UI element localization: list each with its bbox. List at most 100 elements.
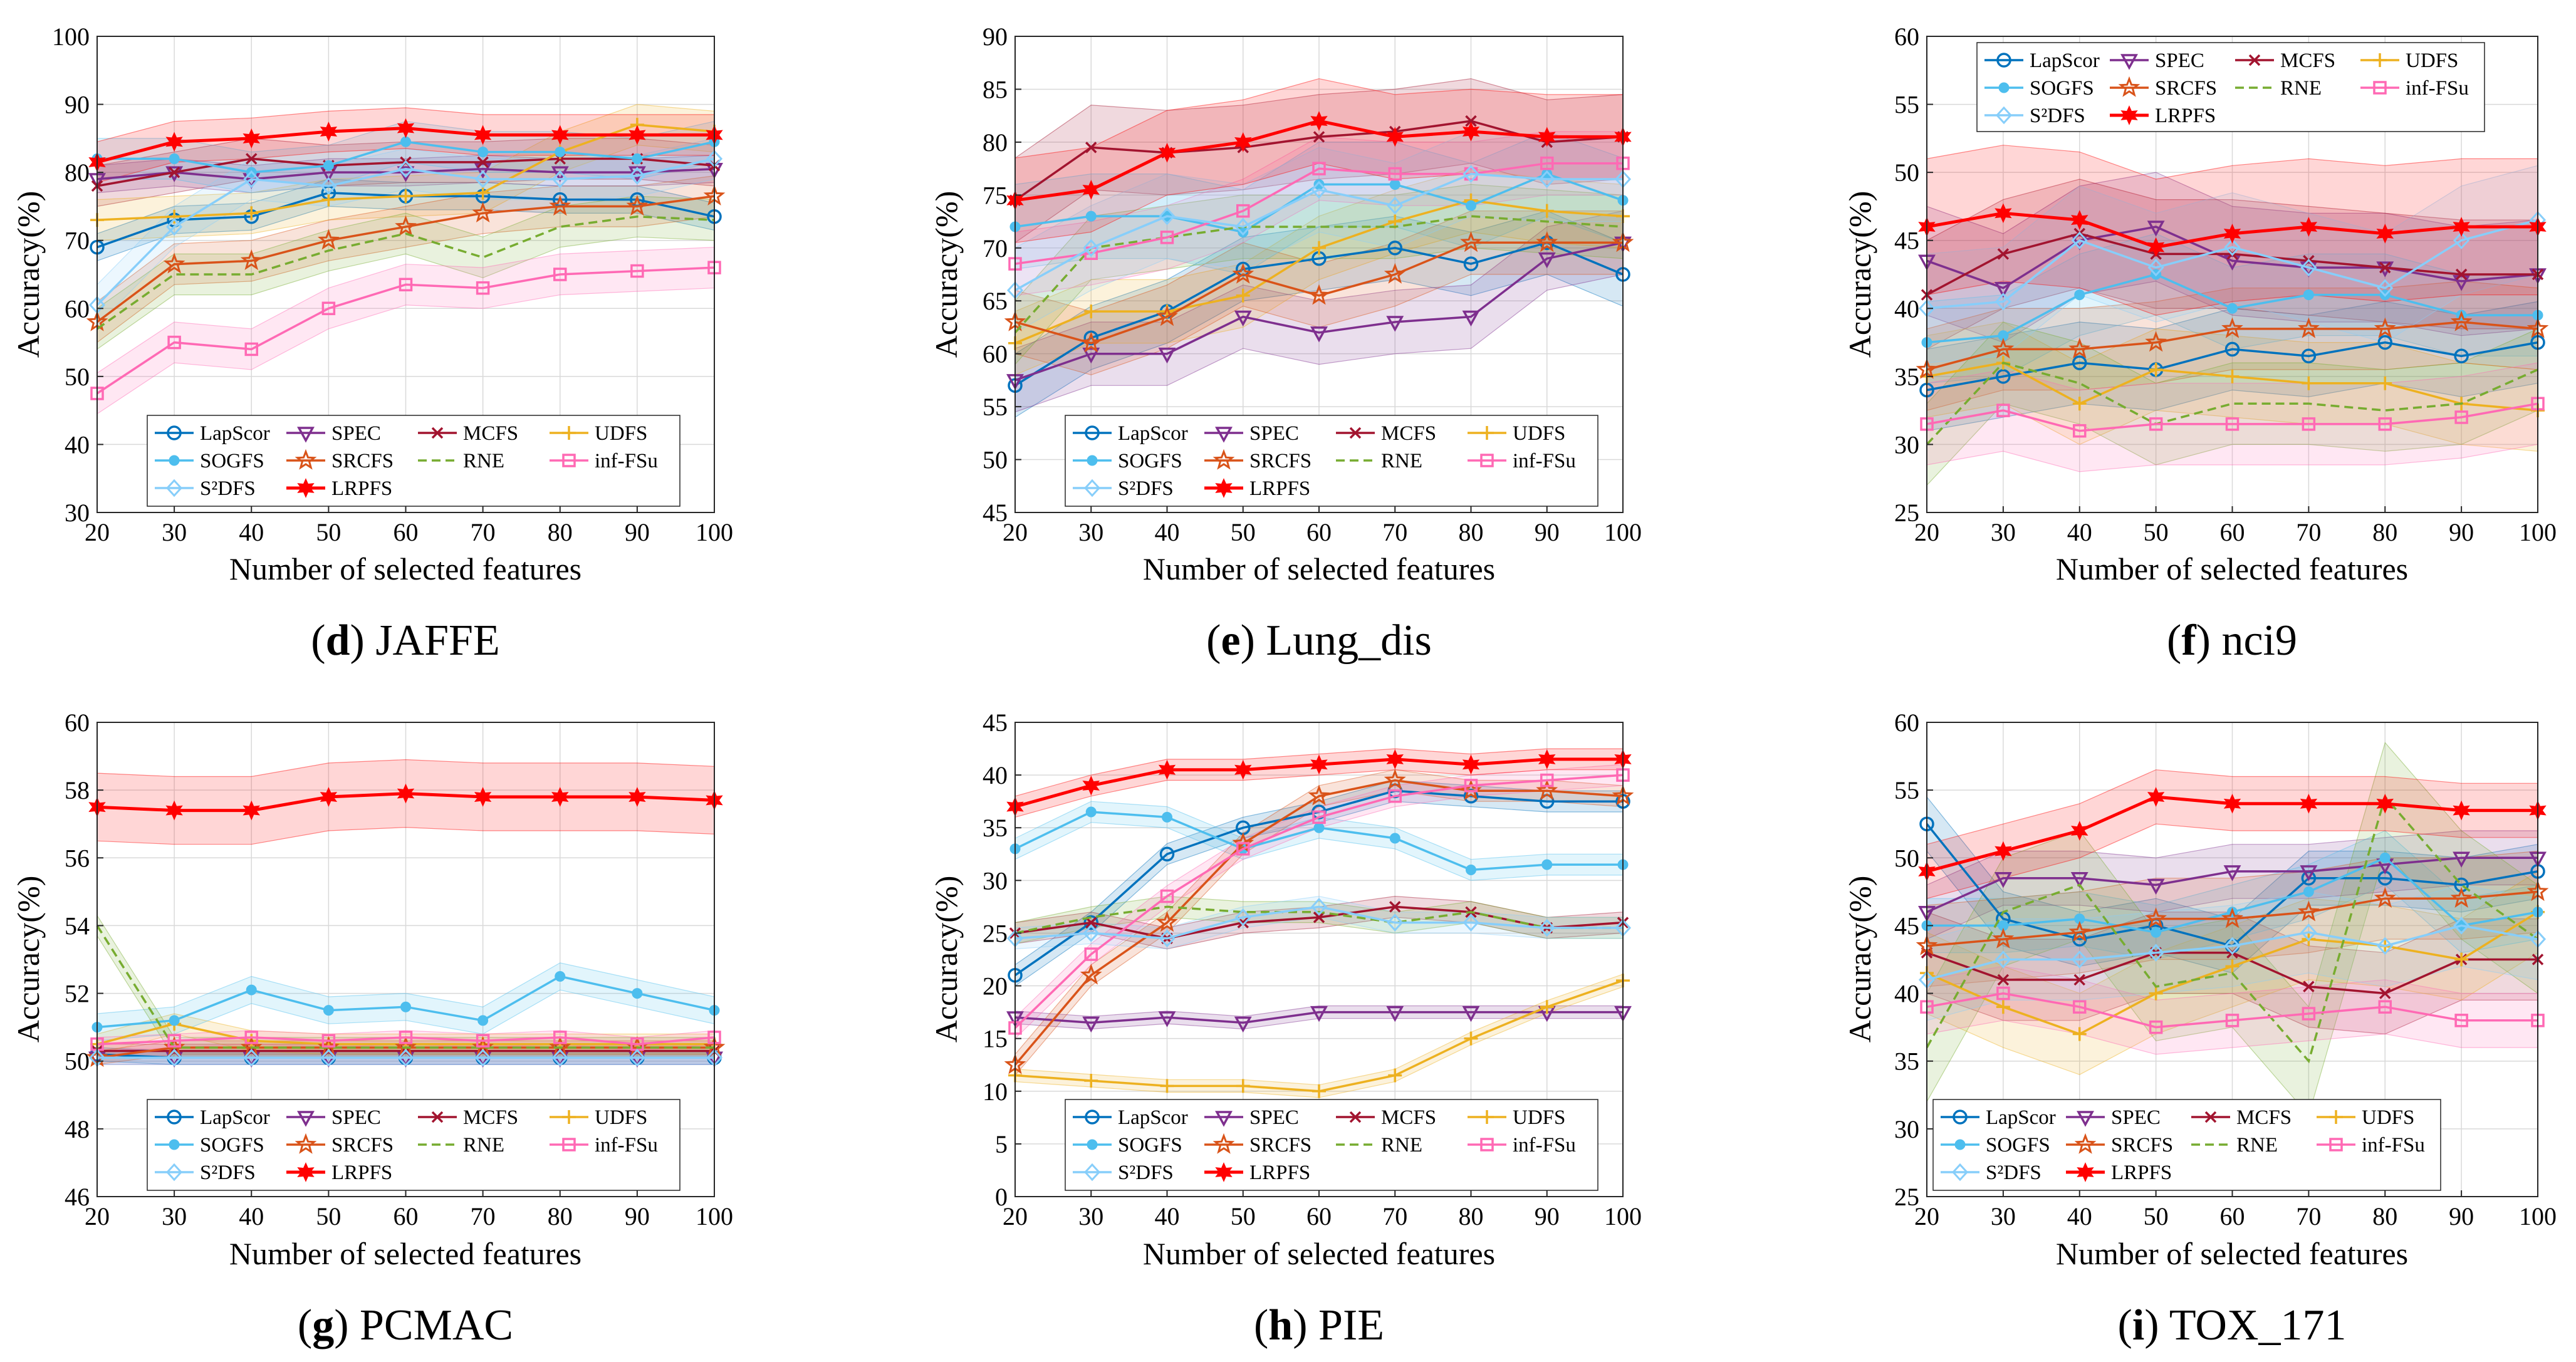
point-s2dfs — [397, 160, 414, 178]
legend: LapScor SPEC MCFS UDFS SOGFS SRCFS RNE inf-FSu S… — [1065, 415, 1598, 507]
point-s2dfs — [320, 177, 337, 195]
point-mcfs — [2379, 987, 2391, 999]
legend-marker-s2dfs — [165, 1163, 183, 1182]
point-inf-fsu — [2302, 417, 2316, 431]
point-inf-fsu — [1388, 167, 1402, 181]
point-sogfs — [400, 136, 411, 147]
axis-ticks: 20 30 40 50 60 70 80 90 100 0 5 10 15 20 25 30 35 40 45 — [983, 709, 1642, 1230]
point-sogfs — [1162, 811, 1172, 823]
point-sogfs — [1085, 211, 1097, 222]
legend-box — [1065, 415, 1598, 507]
legend-label-sogfs: SOGFS — [200, 450, 264, 472]
y-tick-label: 60 — [65, 709, 90, 737]
point-sogfs — [2303, 886, 2314, 897]
legend-label-mcfs: MCFS — [463, 1106, 518, 1129]
x-tick-label: 30 — [1991, 518, 2016, 546]
legend-marker-mcfs — [1349, 1111, 1362, 1123]
legend-marker-lapscor — [167, 425, 182, 440]
point-sogfs — [1466, 865, 1476, 876]
point-s2dfs — [1538, 918, 1555, 937]
point-lapscor — [2072, 355, 2087, 370]
y-tick-label: 46 — [65, 1183, 90, 1211]
point-inf-fsu — [2149, 1020, 2163, 1034]
x-tick-label: 30 — [162, 1202, 187, 1230]
legend-label-inf-fsu: inf-FSu — [2406, 77, 2469, 100]
point-s2dfs — [1310, 180, 1328, 199]
x-tick-label: 50 — [316, 518, 341, 546]
legend-label-rne: RNE — [2280, 77, 2322, 100]
point-inf-fsu — [476, 1034, 490, 1048]
point-lrpfs — [1310, 111, 1328, 131]
point-spec — [1462, 310, 1480, 327]
x-tick-label: 30 — [1078, 1202, 1103, 1230]
point-lrpfs — [1158, 142, 1176, 163]
legend-marker-mcfs — [2204, 1111, 2217, 1123]
point-lrpfs — [1462, 754, 1480, 775]
legend-marker-sogfs — [169, 455, 180, 466]
point-s2dfs — [474, 1049, 491, 1067]
x-tick-label: 60 — [2220, 518, 2245, 546]
line-rne — [1014, 905, 1623, 935]
point-udfs — [2454, 952, 2469, 967]
point-mcfs — [1997, 974, 2010, 986]
y-tick-label: 55 — [983, 393, 1008, 421]
panel-caption: (g) PCMAC — [298, 1301, 513, 1349]
line-srcfs — [1926, 890, 2538, 947]
point-sogfs — [2303, 289, 2314, 301]
legend-label-lrpfs: LRPFS — [2111, 1162, 2172, 1184]
panel-lung-dis: 20 30 40 50 60 70 80 90 10045505560657075808590 … — [929, 23, 1642, 665]
legend-marker-udfs — [2373, 53, 2387, 67]
point-s2dfs — [2377, 279, 2394, 297]
point-spec — [1310, 1006, 1328, 1022]
point-spec — [320, 1051, 338, 1068]
point-udfs — [1388, 1068, 1402, 1083]
legend-marker-udfs — [562, 1110, 576, 1124]
line-inf-fsu — [96, 266, 715, 395]
legend-marker-srcfs — [2074, 1133, 2097, 1154]
point-spec — [1158, 1011, 1176, 1027]
legend-label-srcfs: SRCFS — [1249, 450, 1311, 472]
point-mcfs — [1085, 917, 1097, 928]
x-tick-label: 90 — [625, 1202, 650, 1230]
legend-marker-spec — [1215, 427, 1233, 443]
y-tick-label: 45 — [983, 709, 1008, 737]
point-lrpfs — [320, 787, 338, 807]
y-tick-label: 35 — [1894, 363, 1919, 391]
point-s2dfs — [551, 1049, 568, 1067]
legend-marker-lrpfs — [1215, 1162, 1233, 1182]
x-tick-label: 20 — [1914, 1202, 1939, 1230]
point-inf-fsu — [2454, 410, 2468, 424]
point-lrpfs — [1234, 132, 1252, 152]
point-s2dfs — [2147, 258, 2164, 277]
legend-marker-sogfs — [1954, 1139, 1966, 1150]
panel-pcmac: 20 30 40 50 60 70 80 90 100 46 48 50 52 54 56 58 60 Numb… — [11, 709, 733, 1349]
legend-marker-lrpfs — [1215, 478, 1233, 498]
panel-nci9: 20 30 40 50 60 70 80 90 100 25 30 35 40 45 50 55 60 Numb… — [1842, 23, 2557, 665]
x-tick-label: 100 — [2519, 1202, 2557, 1230]
point-spec — [242, 1051, 261, 1068]
y-tick-label: 30 — [983, 866, 1008, 895]
point-srcfs — [2374, 317, 2396, 338]
point-sogfs — [555, 147, 566, 158]
point-spec — [474, 1051, 492, 1068]
legend-label-lapscor: LapScor — [200, 1106, 270, 1129]
legend-marker-lrpfs — [297, 1162, 315, 1182]
x-tick-label: 50 — [316, 1202, 341, 1230]
point-s2dfs — [166, 217, 183, 236]
x-tick-label: 90 — [2449, 518, 2474, 546]
legend-label-lapscor: LapScor — [2030, 49, 2100, 72]
point-srcfs — [626, 195, 649, 216]
point-inf-fsu — [630, 264, 644, 278]
y-tick-label: 50 — [1894, 844, 1919, 872]
point-srcfs — [318, 229, 340, 250]
point-srcfs — [395, 215, 417, 236]
point-inf-fsu — [399, 278, 413, 292]
point-sogfs — [169, 1015, 180, 1026]
legend-label-sogfs: SOGFS — [1118, 450, 1182, 472]
point-lapscor — [2301, 348, 2317, 364]
point-srcfs — [2068, 338, 2091, 359]
point-s2dfs — [1234, 217, 1251, 236]
point-s2dfs — [1463, 165, 1479, 183]
legend-marker-sogfs — [1998, 82, 2010, 93]
